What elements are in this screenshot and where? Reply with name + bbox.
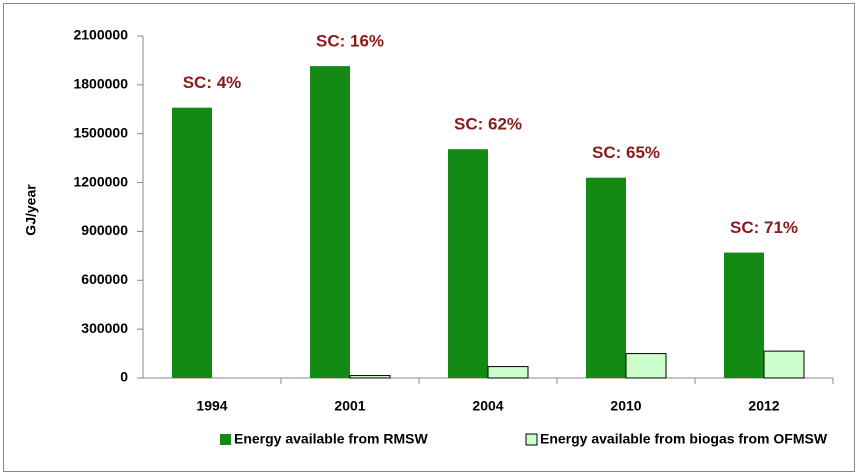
x-tick-label: 2012 (748, 398, 779, 414)
annotation: SC: 16% (316, 32, 384, 51)
y-tick-label: 1500000 (73, 124, 128, 140)
y-tick-label: 1200000 (73, 173, 128, 189)
bar (448, 149, 488, 378)
legend-label: Energy available from RMSW (234, 431, 429, 447)
annotation: SC: 65% (592, 143, 660, 162)
y-tick-label: 600000 (81, 271, 128, 287)
chart-border (3, 3, 855, 472)
annotation: SC: 62% (454, 115, 522, 134)
bar (625, 353, 667, 379)
y-tick-label: 1800000 (73, 76, 128, 92)
y-tick-label: 300000 (81, 320, 128, 336)
legend-swatch (525, 433, 538, 446)
bar (487, 366, 529, 379)
bar (349, 375, 391, 379)
bar (763, 350, 805, 379)
bar (310, 66, 350, 378)
bar (586, 177, 626, 378)
y-tick-label: 900000 (81, 222, 128, 238)
x-tick-label: 2004 (472, 398, 503, 414)
bar (172, 107, 212, 379)
x-tick-label: 2001 (334, 398, 365, 414)
annotation: SC: 4% (183, 73, 242, 92)
y-tick-label: 0 (120, 369, 128, 385)
x-tick-label: 2010 (610, 398, 641, 414)
y-axis-title: GJ/year (23, 184, 39, 236)
annotation: SC: 71% (730, 218, 798, 237)
legend-swatch (220, 434, 231, 445)
y-tick-label: 2100000 (73, 27, 128, 43)
bar (724, 252, 764, 378)
x-tick-label: 1994 (196, 398, 227, 414)
legend-label: Energy available from biogas from OFMSW (540, 431, 828, 447)
